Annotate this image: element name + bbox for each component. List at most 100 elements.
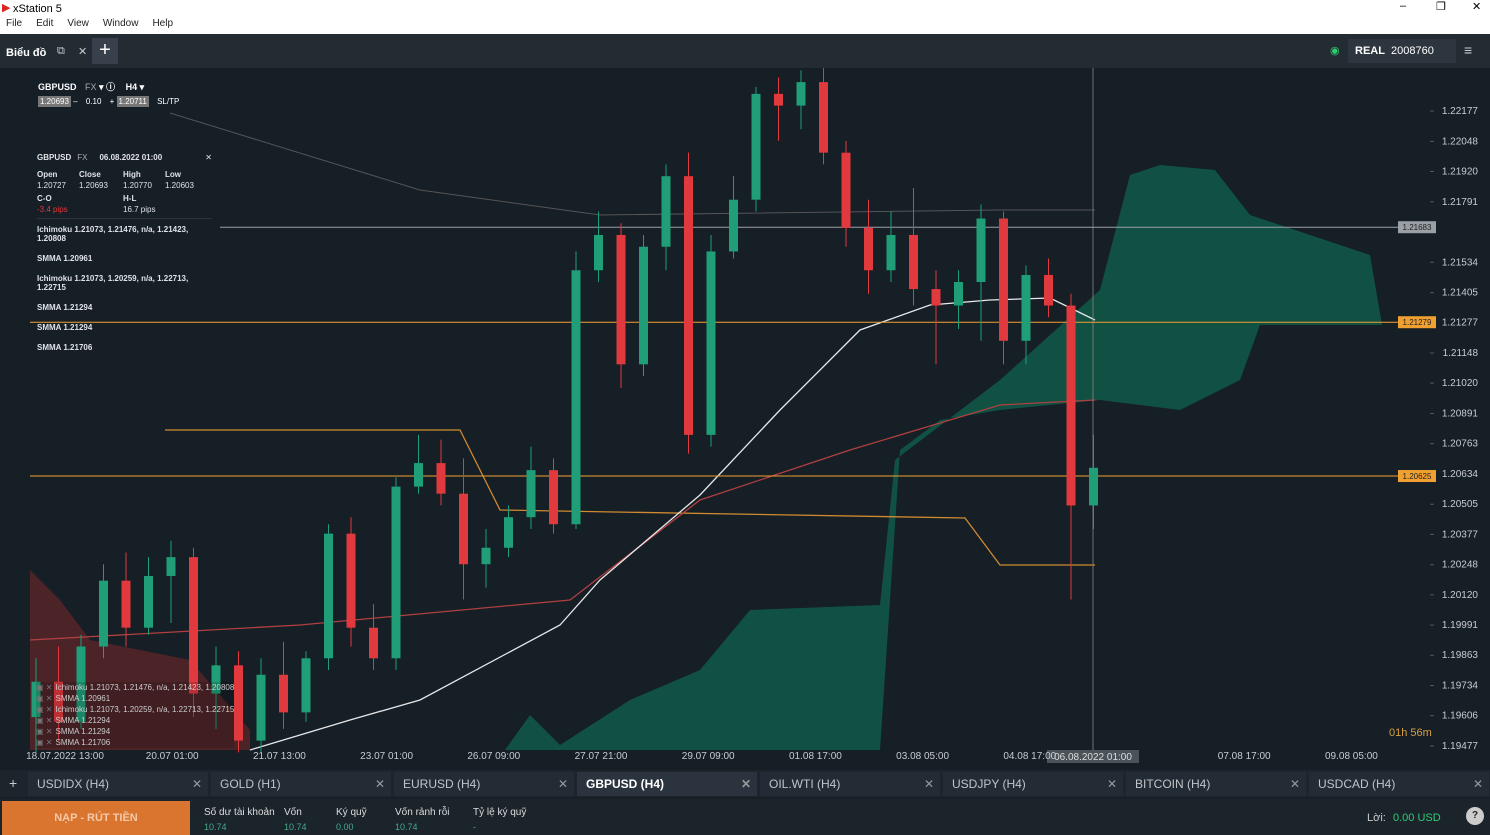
candle-body bbox=[886, 234, 896, 271]
info-value: 1.20727 bbox=[37, 181, 66, 190]
legend-box: ▣ ✕ bbox=[36, 694, 53, 703]
legend-item[interactable]: ▣ ✕ SMMA 1.21294 bbox=[36, 715, 234, 726]
tab-close[interactable]: ✕ bbox=[1472, 777, 1483, 791]
candle-body bbox=[796, 82, 806, 106]
info-label: Close bbox=[79, 170, 101, 179]
account-field-label: Số dư tài khoản bbox=[204, 807, 275, 818]
volume[interactable]: 0.10 bbox=[85, 97, 102, 106]
legend-text: Ichimoku 1.21073, 1.21476, n/a, 1.21423,… bbox=[55, 683, 235, 692]
legend-item[interactable]: ▣ ✕ Ichimoku 1.21073, 1.20259, n/a, 1.227… bbox=[36, 704, 234, 715]
y-tick-label: 1.20377 bbox=[1442, 529, 1479, 540]
menu-item[interactable]: Help bbox=[152, 18, 174, 29]
legend-box: ▣ ✕ bbox=[36, 705, 53, 714]
symbol[interactable]: GBPUSD bbox=[38, 82, 77, 92]
candle-body bbox=[144, 575, 153, 628]
info-row: C-O H-L -3.4 pips 16.7 pips bbox=[37, 194, 212, 219]
tab[interactable]: EURUSD (H4) ✕ bbox=[394, 772, 574, 796]
candle-body bbox=[391, 486, 401, 659]
legend-text: SMMA 1.21294 bbox=[55, 716, 111, 725]
y-tick-label: 1.21534 bbox=[1442, 257, 1479, 268]
tab[interactable]: GBPUSD (H4) ✕ bbox=[577, 772, 757, 796]
menu-item[interactable]: File bbox=[6, 18, 23, 29]
tab[interactable]: USDJPY (H4) ✕ bbox=[943, 772, 1123, 796]
minimize[interactable]: – bbox=[1400, 0, 1407, 12]
info-label: H-L bbox=[123, 194, 137, 203]
hamburger[interactable]: ≡ bbox=[1464, 42, 1473, 58]
y-tick-label: 1.21148 bbox=[1443, 348, 1479, 359]
close[interactable]: ✕ bbox=[1472, 1, 1482, 13]
info-value: 1.20770 bbox=[123, 181, 152, 190]
legend-item[interactable]: ▣ ✕ SMMA 1.20961 bbox=[36, 693, 234, 704]
tab-label: USDCAD (H4) bbox=[1318, 777, 1396, 791]
y-tick-label: 1.19863 bbox=[1442, 650, 1479, 661]
add-chart[interactable]: + bbox=[92, 38, 118, 64]
account-field-label: Ký quỹ bbox=[336, 807, 367, 818]
close-chart[interactable]: ✕ bbox=[78, 46, 88, 58]
legend-item[interactable]: ▣ ✕ SMMA 1.21294 bbox=[36, 726, 234, 737]
chart: 01h 56m 06.08.2022 01:00 1.22177 1.22048 1… bbox=[26, 68, 1479, 763]
tab-label: BITCOIN (H4) bbox=[1135, 777, 1211, 791]
legend-item[interactable]: ▣ ✕ Ichimoku 1.21073, 1.21476, n/a, 1.214… bbox=[36, 682, 234, 693]
y-tick-label: 1.19606 bbox=[1442, 711, 1479, 722]
account-field-value: 10.74 bbox=[284, 822, 307, 832]
help[interactable]: ? bbox=[1466, 807, 1484, 825]
indicator: Ichimoku 1.21073, 1.21476, n/a, 1.21423,… bbox=[37, 225, 189, 243]
info-row: SMMA 1.21294 bbox=[37, 303, 212, 312]
maximize[interactable]: ❐ bbox=[1436, 1, 1446, 13]
candle-body bbox=[751, 93, 761, 200]
info-row: Ichimoku 1.21073, 1.20259, n/a, 1.22713,… bbox=[37, 274, 212, 292]
candle-body bbox=[211, 665, 221, 694]
info-symbol: GBPUSD bbox=[37, 153, 72, 162]
sltp[interactable]: SL/TP bbox=[157, 97, 180, 106]
menu-item[interactable]: Edit bbox=[36, 18, 54, 29]
legend-item[interactable]: ▣ ✕ SMMA 1.21706 bbox=[36, 737, 234, 748]
price-label-bg bbox=[1398, 470, 1436, 483]
legend-box: ▣ ✕ bbox=[36, 683, 53, 692]
tab-label: USDIDX (H4) bbox=[37, 777, 110, 791]
info-row: SMMA 1.21706 bbox=[37, 343, 212, 352]
tab-close[interactable]: ✕ bbox=[1289, 777, 1300, 791]
y-tick-label: 1.20891 bbox=[1442, 408, 1479, 419]
ask[interactable]: 1.20711 bbox=[116, 96, 149, 107]
tab[interactable]: USDIDX (H4) ✕ bbox=[28, 772, 208, 796]
interval[interactable]: H4 bbox=[125, 82, 138, 92]
tab[interactable]: OIL.WTI (H4) ✕ bbox=[760, 772, 940, 796]
tab-close[interactable]: ✕ bbox=[923, 777, 934, 791]
candle-body bbox=[976, 218, 986, 283]
tab-label: OIL.WTI (H4) bbox=[769, 777, 841, 791]
add-tab[interactable]: + bbox=[9, 775, 18, 791]
info-label: C-O bbox=[37, 194, 52, 203]
candle-body bbox=[279, 674, 288, 713]
menu-bar: File Edit View Window Help bbox=[0, 18, 1490, 34]
tab[interactable]: USDCAD (H4) ✕ bbox=[1309, 772, 1489, 796]
tab-close[interactable]: ✕ bbox=[557, 777, 568, 791]
candle-body bbox=[571, 270, 581, 525]
tab-close[interactable]: ✕ bbox=[374, 777, 385, 791]
menu-item[interactable]: View bbox=[67, 18, 89, 29]
account-field-value: 0.00 bbox=[336, 822, 354, 832]
deposit-button[interactable]: NẠP - RÚT TIỀN bbox=[2, 801, 190, 835]
x-tick-label: 26.07 09:00 bbox=[467, 751, 520, 762]
bid[interactable]: 1.20693 bbox=[38, 96, 71, 107]
account-box[interactable] bbox=[1348, 39, 1456, 63]
legend-text: SMMA 1.21294 bbox=[55, 727, 111, 736]
candle-body bbox=[931, 289, 941, 306]
tab-close[interactable]: ✕ bbox=[191, 777, 202, 791]
chart-menu[interactable]: Biểu đồ bbox=[6, 47, 47, 59]
candle-body bbox=[954, 282, 963, 306]
candle-body bbox=[166, 557, 176, 576]
tab[interactable]: GOLD (H1) ✕ bbox=[211, 772, 391, 796]
menu-item[interactable]: Window bbox=[102, 18, 139, 29]
price-label: 1.21279 bbox=[1403, 318, 1432, 327]
info-close[interactable]: ✕ bbox=[205, 153, 212, 162]
tab[interactable]: BITCOIN (H4) ✕ bbox=[1126, 772, 1306, 796]
candle-body bbox=[234, 665, 243, 741]
toolbar: Biểu đồ ⧉ ✕ + ◉ REAL 2008760 ≡ bbox=[0, 34, 1490, 68]
popout[interactable]: ⧉ bbox=[57, 45, 65, 57]
info-panel: GBPUSD FX 06.08.2022 01:00 ✕ Open Close High Lo… bbox=[37, 153, 212, 363]
tab-close[interactable]: ✕ bbox=[740, 777, 751, 791]
tab-close[interactable]: ✕ bbox=[1106, 777, 1117, 791]
candle-body bbox=[684, 176, 693, 435]
countdown: 01h 56m bbox=[1389, 727, 1432, 739]
